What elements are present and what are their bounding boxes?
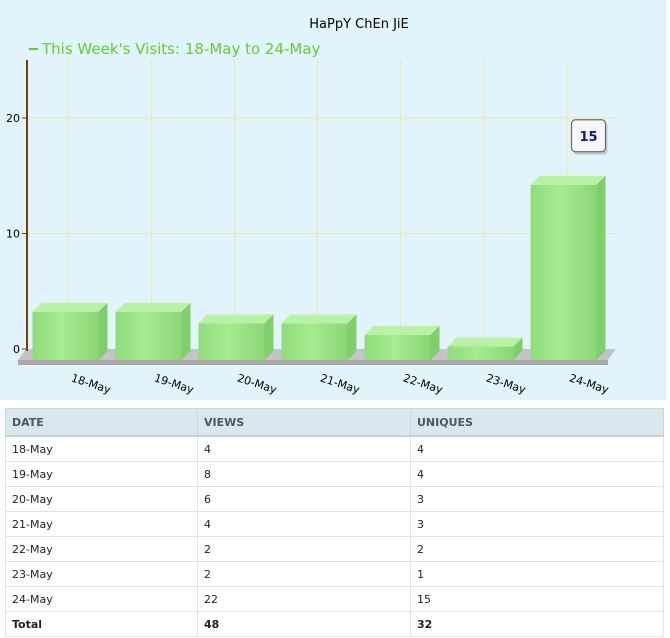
views-cell: 22 [197, 586, 411, 612]
uniques-cell: 2 [410, 536, 664, 562]
date-cell: 21-May [5, 511, 198, 537]
chart-floor-edge [18, 360, 608, 365]
table-header-row: DATE VIEWS UNIQUES [5, 408, 664, 437]
total-views-cell: 48 [197, 611, 411, 637]
table-row: 20-May 6 3 [5, 486, 664, 512]
date-cell: 23-May [5, 561, 198, 587]
date-cell: 20-May [5, 486, 198, 512]
bar-22-May [364, 325, 440, 360]
legend-swatch [29, 48, 38, 50]
x-tick-label: 19-May [153, 371, 196, 396]
y-tick-label: 10 [6, 228, 20, 241]
total-label-cell: Total [5, 611, 198, 637]
views-cell: 4 [197, 435, 411, 462]
date-cell: 22-May [5, 536, 198, 562]
bar-side [347, 314, 357, 360]
table-row: 22-May 2 2 [5, 536, 664, 562]
bar-front [32, 311, 99, 360]
bar-19-May [115, 302, 191, 360]
x-tick-label: 18-May [70, 371, 113, 396]
x-tick-label: 24-May [568, 371, 611, 396]
legend: This Week's Visits: 18-May to 24-May [29, 40, 321, 58]
header-date: DATE [5, 408, 198, 437]
bar-front [198, 323, 265, 360]
header-views: VIEWS [197, 408, 411, 437]
bar-23-May [447, 337, 523, 360]
date-cell: 19-May [5, 461, 198, 487]
table-row: 24-May 22 15 [5, 586, 664, 612]
x-tick-label: 22-May [402, 371, 445, 396]
visits-chart: HaPpY ChEn JiE This Week's Visits: 18-Ma… [6, 17, 616, 397]
bar-top [447, 337, 523, 347]
bar-24-May [530, 175, 606, 360]
bar-20-May [198, 314, 274, 360]
uniques-cell: 1 [410, 561, 664, 587]
bar-side [98, 302, 108, 360]
bar-side [596, 175, 606, 360]
views-cell: 2 [197, 536, 411, 562]
tooltip-value: 15 [579, 130, 597, 145]
bar-front [530, 184, 597, 360]
y-tick-label: 20 [6, 112, 20, 125]
value-tooltip: 15 [570, 119, 608, 155]
table-row: 23-May 2 1 [5, 561, 664, 587]
views-cell: 6 [197, 486, 411, 512]
uniques-cell: 3 [410, 511, 664, 537]
bar-side [513, 337, 523, 360]
legend-label: This Week's Visits: 18-May to 24-May [41, 40, 321, 58]
bar-top [281, 314, 357, 324]
bar-front [115, 311, 182, 360]
bar-top [198, 314, 274, 324]
bar-top [32, 302, 108, 312]
views-cell: 8 [197, 461, 411, 487]
uniques-cell: 15 [410, 586, 664, 612]
chart-title: HaPpY ChEn JiE [309, 17, 408, 32]
bar-side [430, 325, 440, 360]
table-row: 21-May 4 3 [5, 511, 664, 537]
bar-top [115, 302, 191, 312]
bar-top [364, 325, 440, 335]
views-cell: 4 [197, 511, 411, 537]
bar-front [281, 323, 348, 360]
x-tick-label: 21-May [319, 371, 362, 396]
table-row: 18-May 4 4 [5, 435, 664, 462]
x-tick-label: 20-May [236, 371, 279, 396]
table-row: 19-May 8 4 [5, 461, 664, 487]
bar-18-May [32, 302, 108, 360]
visits-table: DATE VIEWS UNIQUES 18-May 4 4 19-May 8 4 20-Ma… [5, 408, 664, 637]
uniques-cell: 4 [410, 435, 664, 462]
y-tick-label: 0 [13, 343, 20, 356]
bar-top [530, 175, 606, 185]
bar-side [264, 314, 274, 360]
bar-21-May [281, 314, 357, 360]
uniques-cell: 4 [410, 461, 664, 487]
date-cell: 24-May [5, 586, 198, 612]
total-uniques-cell: 32 [410, 611, 664, 637]
chart-panel: HaPpY ChEn JiE This Week's Visits: 18-Ma… [0, 0, 666, 400]
bar-front [447, 346, 514, 360]
table-total-row: Total 48 32 [5, 611, 664, 637]
header-uniques: UNIQUES [410, 408, 664, 437]
tooltip-box [570, 119, 607, 153]
bar-side [181, 302, 191, 360]
date-cell: 18-May [5, 435, 198, 462]
uniques-cell: 3 [410, 486, 664, 512]
views-cell: 2 [197, 561, 411, 587]
bar-front [364, 334, 431, 360]
x-tick-label: 23-May [485, 371, 528, 396]
